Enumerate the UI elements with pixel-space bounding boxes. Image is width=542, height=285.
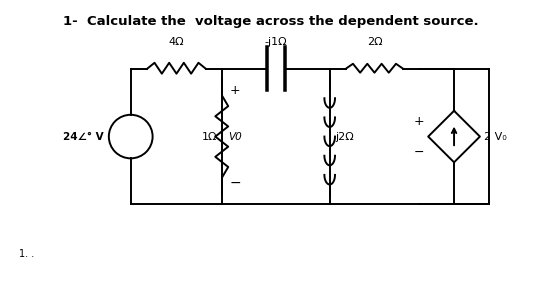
Text: +: + [414, 115, 424, 128]
Text: +: + [229, 84, 240, 97]
Text: 1-  Calculate the  voltage across the dependent source.: 1- Calculate the voltage across the depe… [63, 15, 479, 28]
Text: 24∠° V: 24∠° V [63, 132, 104, 142]
Text: 1. .: 1. . [20, 249, 35, 259]
Text: −: − [414, 146, 424, 158]
Text: -j1Ω: -j1Ω [264, 37, 287, 47]
Text: 2 V₀: 2 V₀ [484, 132, 507, 142]
Text: j2Ω: j2Ω [335, 132, 354, 142]
Text: V0: V0 [228, 132, 242, 142]
Text: −: − [229, 176, 241, 190]
Text: 2Ω: 2Ω [366, 37, 382, 47]
Text: 1Ω: 1Ω [202, 132, 217, 142]
Text: 4Ω: 4Ω [169, 37, 184, 47]
